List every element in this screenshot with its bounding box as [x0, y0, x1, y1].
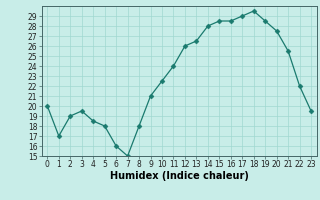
X-axis label: Humidex (Indice chaleur): Humidex (Indice chaleur) [110, 171, 249, 181]
